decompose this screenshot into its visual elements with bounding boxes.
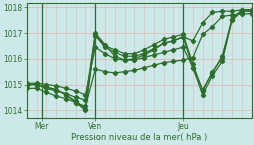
X-axis label: Pression niveau de la mer( hPa ): Pression niveau de la mer( hPa ) <box>71 133 207 142</box>
